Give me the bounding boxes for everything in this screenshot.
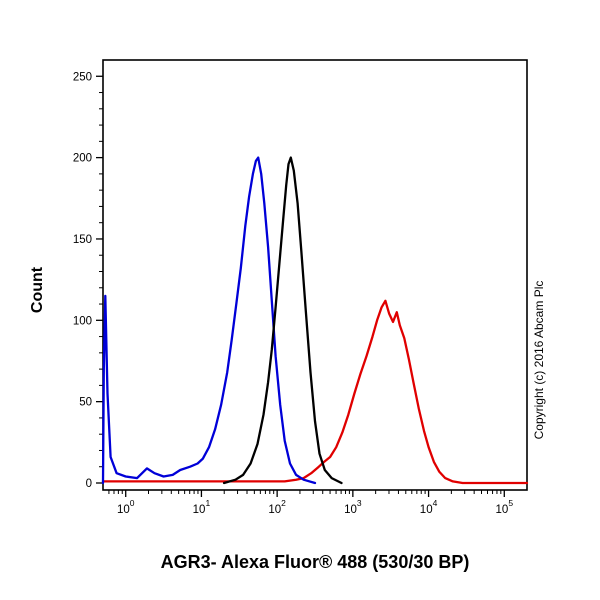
y-tick-label: 50 bbox=[79, 397, 92, 409]
x-axis-title: AGR3- Alexa Fluor® 488 (530/30 BP) bbox=[161, 552, 470, 572]
x-tick-label: 104 bbox=[420, 498, 438, 516]
copyright-text: Copyright (c) 2016 Abcam Plc bbox=[532, 281, 546, 440]
histogram-curve-red bbox=[101, 299, 529, 485]
x-tick-label: 102 bbox=[268, 498, 286, 516]
histogram-curve-blue bbox=[101, 156, 317, 485]
y-tick-label: 250 bbox=[73, 71, 92, 83]
y-tick-label: 150 bbox=[73, 234, 92, 246]
x-tick-label: 100 bbox=[117, 498, 135, 516]
y-tick-label: 100 bbox=[73, 315, 92, 327]
x-tick-label: 101 bbox=[193, 498, 211, 516]
y-axis-label: Count bbox=[29, 266, 46, 313]
x-tick-label: 103 bbox=[344, 498, 362, 516]
histogram-curve-black bbox=[222, 156, 343, 485]
x-tick-label: 105 bbox=[496, 498, 514, 516]
y-tick-label: 0 bbox=[86, 478, 92, 490]
y-tick-label: 200 bbox=[73, 153, 92, 165]
plot-axes-and-curves: 100 101 102 103 104 105 0 50 100 150 200 250 bbox=[73, 59, 529, 516]
plot-frame bbox=[102, 59, 528, 491]
